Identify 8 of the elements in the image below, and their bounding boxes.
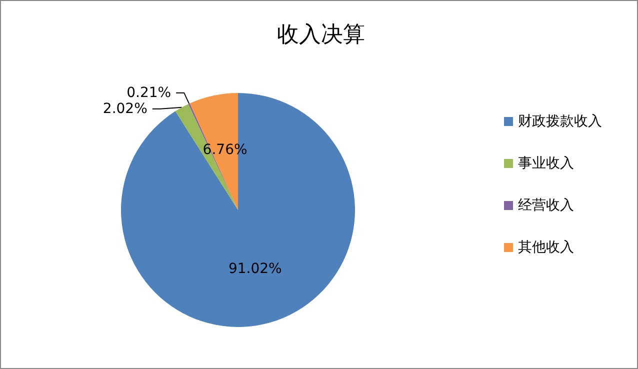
data-label: 0.21% xyxy=(126,84,172,101)
data-label: 91.02% xyxy=(228,261,282,278)
chart-title: 收入决算 xyxy=(277,22,365,48)
data-label: 2.02% xyxy=(102,100,148,117)
legend-label: 经营收入 xyxy=(518,198,574,214)
legend-label: 其他收入 xyxy=(518,240,574,256)
legend-label: 事业收入 xyxy=(518,156,574,172)
legend-label: 财政拨款收入 xyxy=(518,114,602,130)
